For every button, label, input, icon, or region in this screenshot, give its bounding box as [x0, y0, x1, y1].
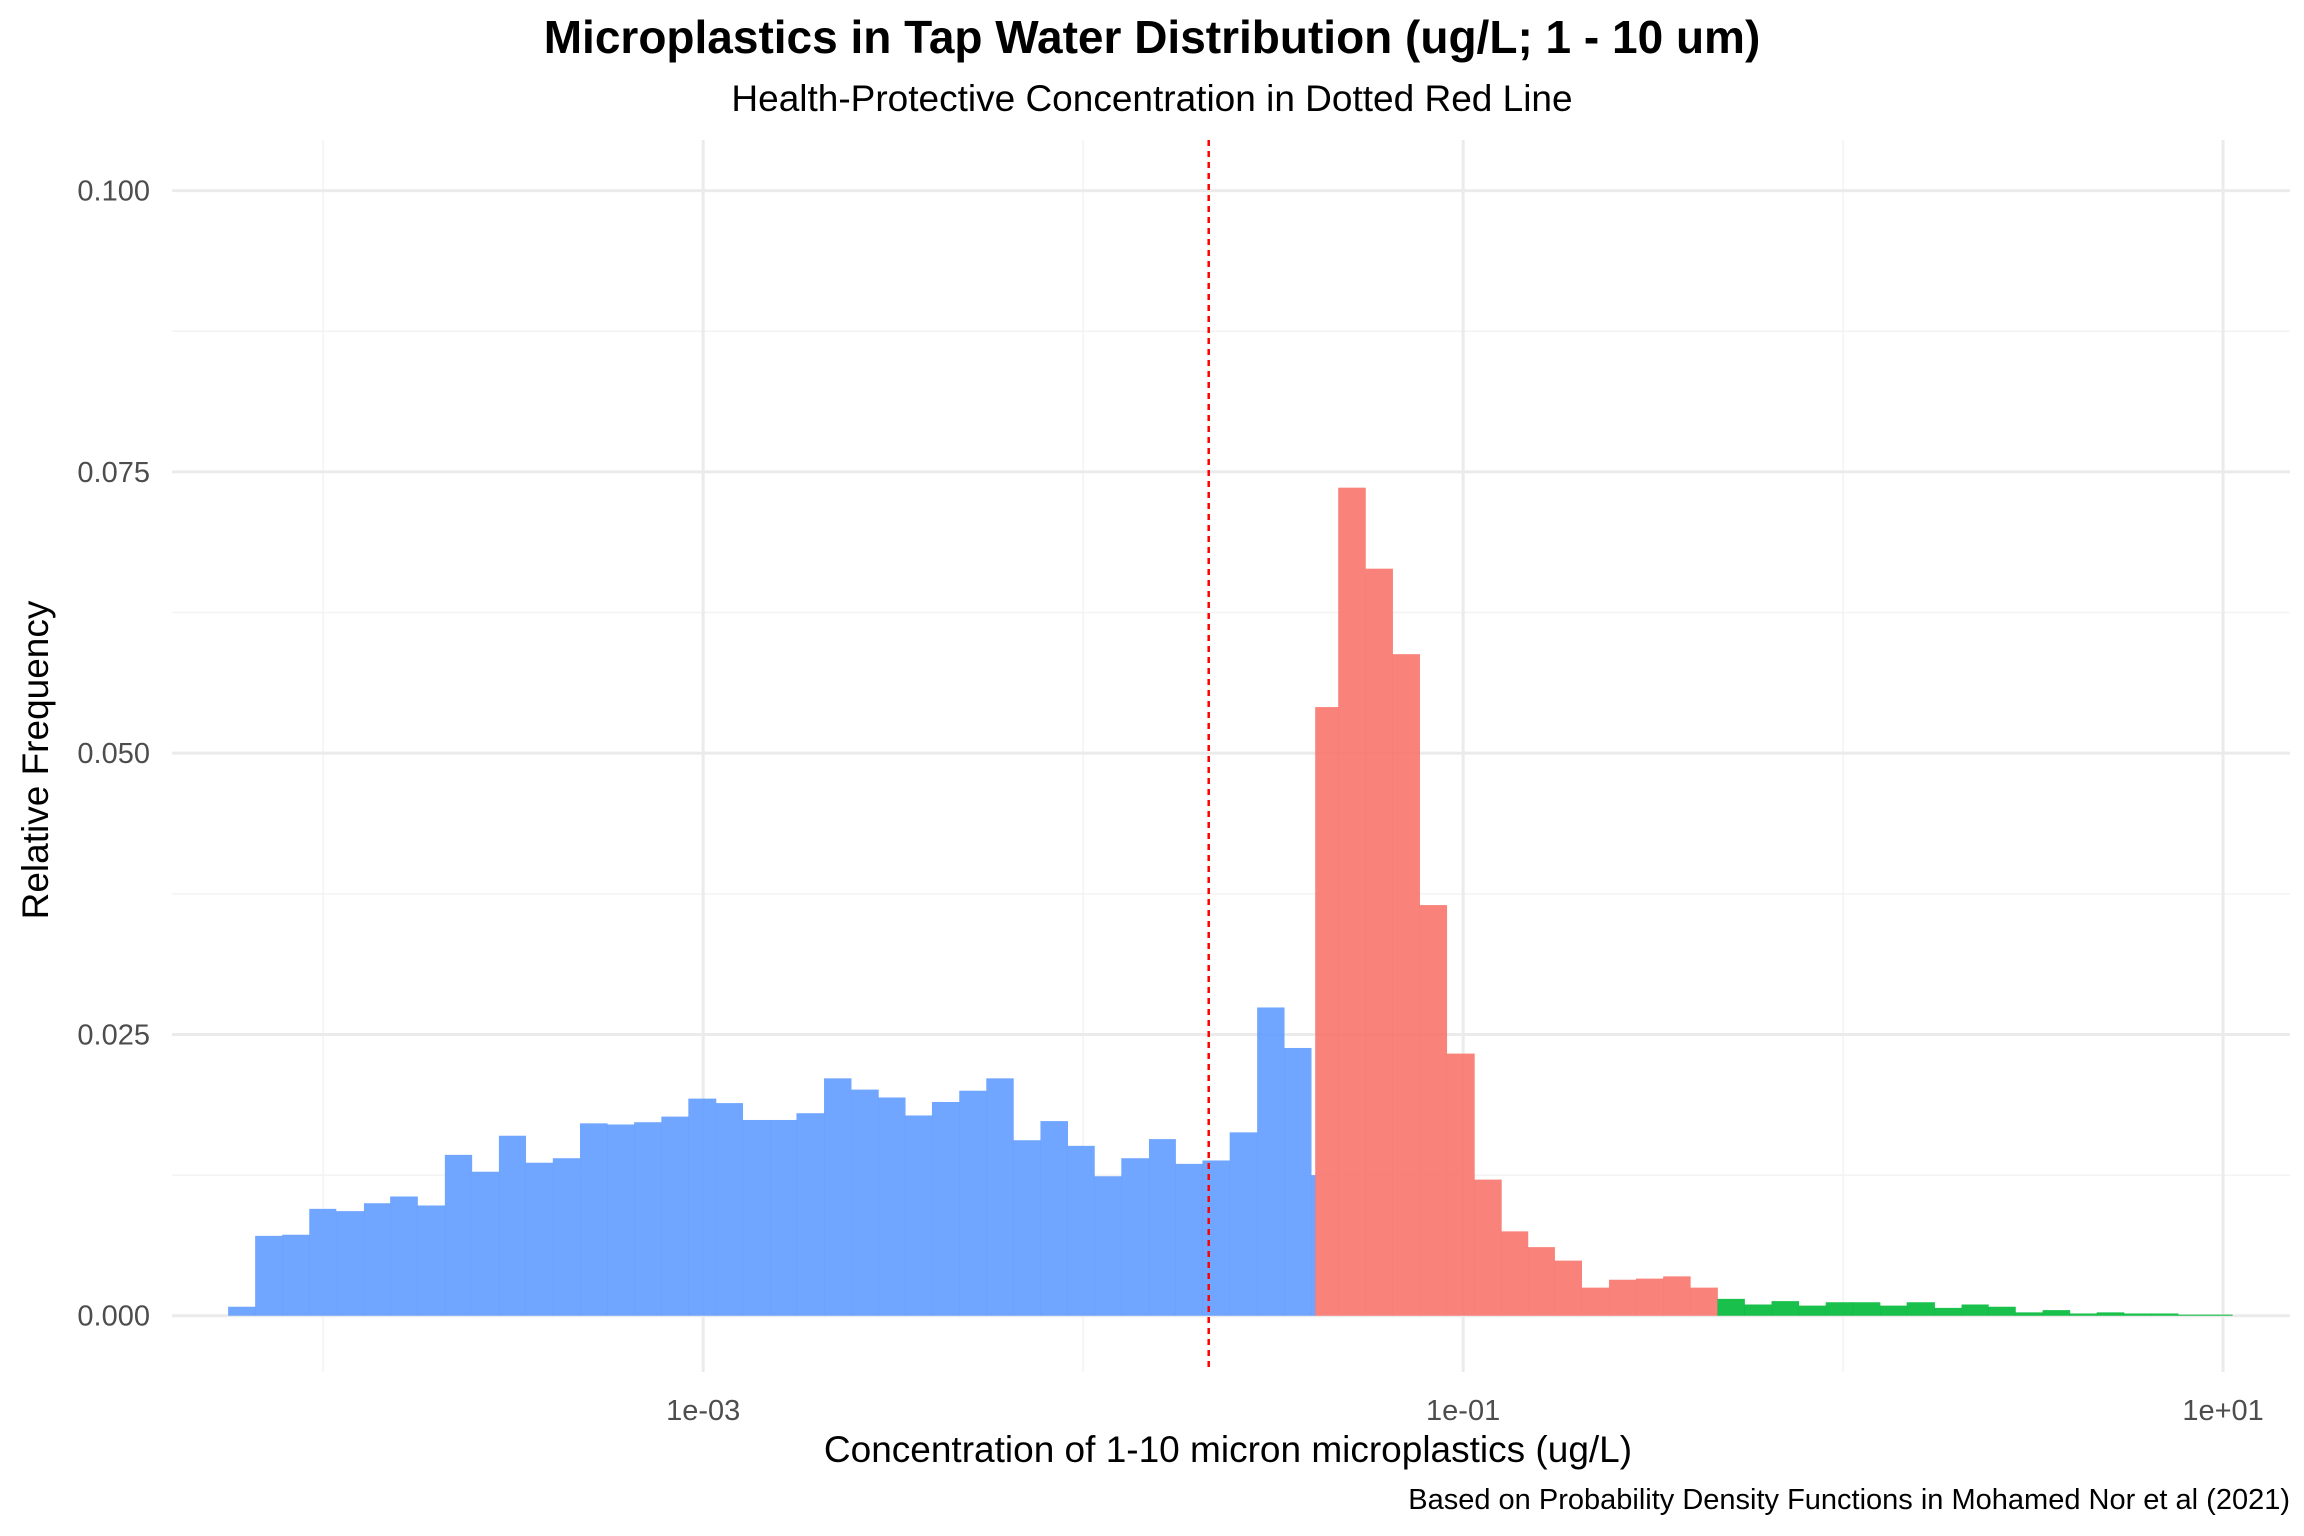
- histogram-bar: [444, 1154, 473, 1316]
- histogram-bar: [1094, 1176, 1122, 1316]
- histogram-bar: [1067, 1145, 1095, 1316]
- histogram-bar: [228, 1306, 256, 1316]
- x-tick-label: 1e-03: [666, 1395, 740, 1427]
- histogram-bar: [2096, 1312, 2125, 1316]
- histogram-bar: [1771, 1301, 1800, 1316]
- x-tick-label: 1e-01: [1426, 1395, 1500, 1427]
- histogram-bar: [1554, 1260, 1582, 1316]
- histogram-bar: [2015, 1312, 2044, 1316]
- chart-subtitle: Health-Protective Concentration in Dotte…: [731, 78, 1573, 119]
- histogram-bar: [1474, 1179, 1502, 1316]
- histogram-bar: [2042, 1310, 2071, 1316]
- chart-title: Microplastics in Tap Water Distribution …: [543, 11, 1761, 63]
- histogram-bar: [1988, 1306, 2016, 1316]
- histogram-bar: [1717, 1298, 1745, 1316]
- histogram-bar: [1527, 1247, 1555, 1316]
- histogram-bar: [1315, 707, 1339, 1316]
- histogram-bar: [1690, 1287, 1718, 1316]
- histogram-bar: [1934, 1307, 1962, 1316]
- histogram-bar: [1501, 1231, 1529, 1316]
- y-tick-label: 0.025: [77, 1019, 150, 1051]
- histogram-bar: [931, 1101, 960, 1316]
- histogram-bar: [2150, 1313, 2179, 1316]
- histogram-bar: [525, 1162, 554, 1316]
- histogram-bar: [255, 1235, 283, 1316]
- histogram-bar: [1825, 1302, 1854, 1316]
- y-tick-label: 0.100: [77, 176, 150, 208]
- histogram-bar: [1257, 1007, 1285, 1316]
- y-axis-title: Relative Frequency: [15, 600, 56, 919]
- y-tick-label: 0.000: [77, 1301, 150, 1333]
- histogram-bar: [1392, 654, 1420, 1316]
- histogram-bar: [1148, 1139, 1176, 1316]
- histogram-bar: [959, 1090, 987, 1316]
- y-tick-label: 0.050: [77, 738, 150, 770]
- histogram-bar: [335, 1211, 365, 1316]
- histogram-bar: [1608, 1279, 1637, 1316]
- histogram-bar: [552, 1158, 581, 1316]
- histogram-bar: [986, 1078, 1014, 1316]
- histogram-bar: [1798, 1305, 1827, 1316]
- histogram-bar: [363, 1203, 391, 1316]
- histogram-bar: [607, 1124, 635, 1316]
- histogram-bar: [796, 1113, 825, 1316]
- histogram-bar: [715, 1103, 744, 1316]
- histogram-bar: [1446, 1053, 1475, 1316]
- histogram-bar: [661, 1116, 689, 1316]
- histogram-bar: [1879, 1305, 1908, 1316]
- histogram-bar: [851, 1089, 879, 1316]
- histogram-bar: [1663, 1276, 1691, 1316]
- histogram-bar: [1013, 1140, 1041, 1316]
- histogram-bar: [905, 1115, 933, 1316]
- histogram-bar: [1635, 1278, 1664, 1316]
- histogram-bar: [1961, 1304, 1989, 1316]
- histogram-bar: [1852, 1302, 1881, 1316]
- histogram-bar: [1284, 1047, 1312, 1316]
- histogram-bar: [688, 1098, 717, 1316]
- histogram-bar: [498, 1135, 527, 1316]
- histogram-bar: [1202, 1160, 1231, 1316]
- histogram-bar: [2178, 1314, 2206, 1316]
- histogram-bar: [579, 1123, 608, 1316]
- histogram-bar: [1419, 905, 1448, 1316]
- histogram-bar: [1229, 1132, 1258, 1316]
- histogram-bar: [309, 1208, 337, 1316]
- histogram-bar: [2069, 1313, 2098, 1316]
- histogram-bar: [1906, 1302, 1935, 1316]
- histogram-bar: [1121, 1158, 1150, 1316]
- histogram-bar: [770, 1119, 797, 1316]
- histogram-bar: [471, 1171, 500, 1316]
- x-tick-label: 1e+01: [2182, 1395, 2263, 1427]
- histogram-bar: [417, 1205, 446, 1316]
- histogram-bar: [2205, 1314, 2233, 1316]
- histogram-bar: [1175, 1163, 1203, 1316]
- histogram-bar: [1338, 487, 1366, 1316]
- y-tick-label: 0.075: [77, 457, 150, 489]
- histogram-bar: [742, 1119, 771, 1316]
- histogram-bar: [2123, 1313, 2152, 1316]
- histogram-bar: [390, 1196, 418, 1316]
- histogram-bar: [1744, 1304, 1772, 1316]
- x-axis-title: Concentration of 1-10 micron microplasti…: [824, 1429, 1632, 1470]
- histogram-bar: [1365, 568, 1393, 1316]
- histogram-bar: [282, 1234, 310, 1316]
- histogram-bar: [824, 1078, 852, 1316]
- chart-caption: Based on Probability Density Functions i…: [1408, 1484, 2290, 1516]
- histogram-bar: [1581, 1287, 1610, 1316]
- histogram-bar: [1311, 1175, 1316, 1316]
- histogram-bar: [1040, 1121, 1068, 1316]
- histogram-bar: [878, 1097, 906, 1316]
- histogram-bar: [634, 1122, 662, 1316]
